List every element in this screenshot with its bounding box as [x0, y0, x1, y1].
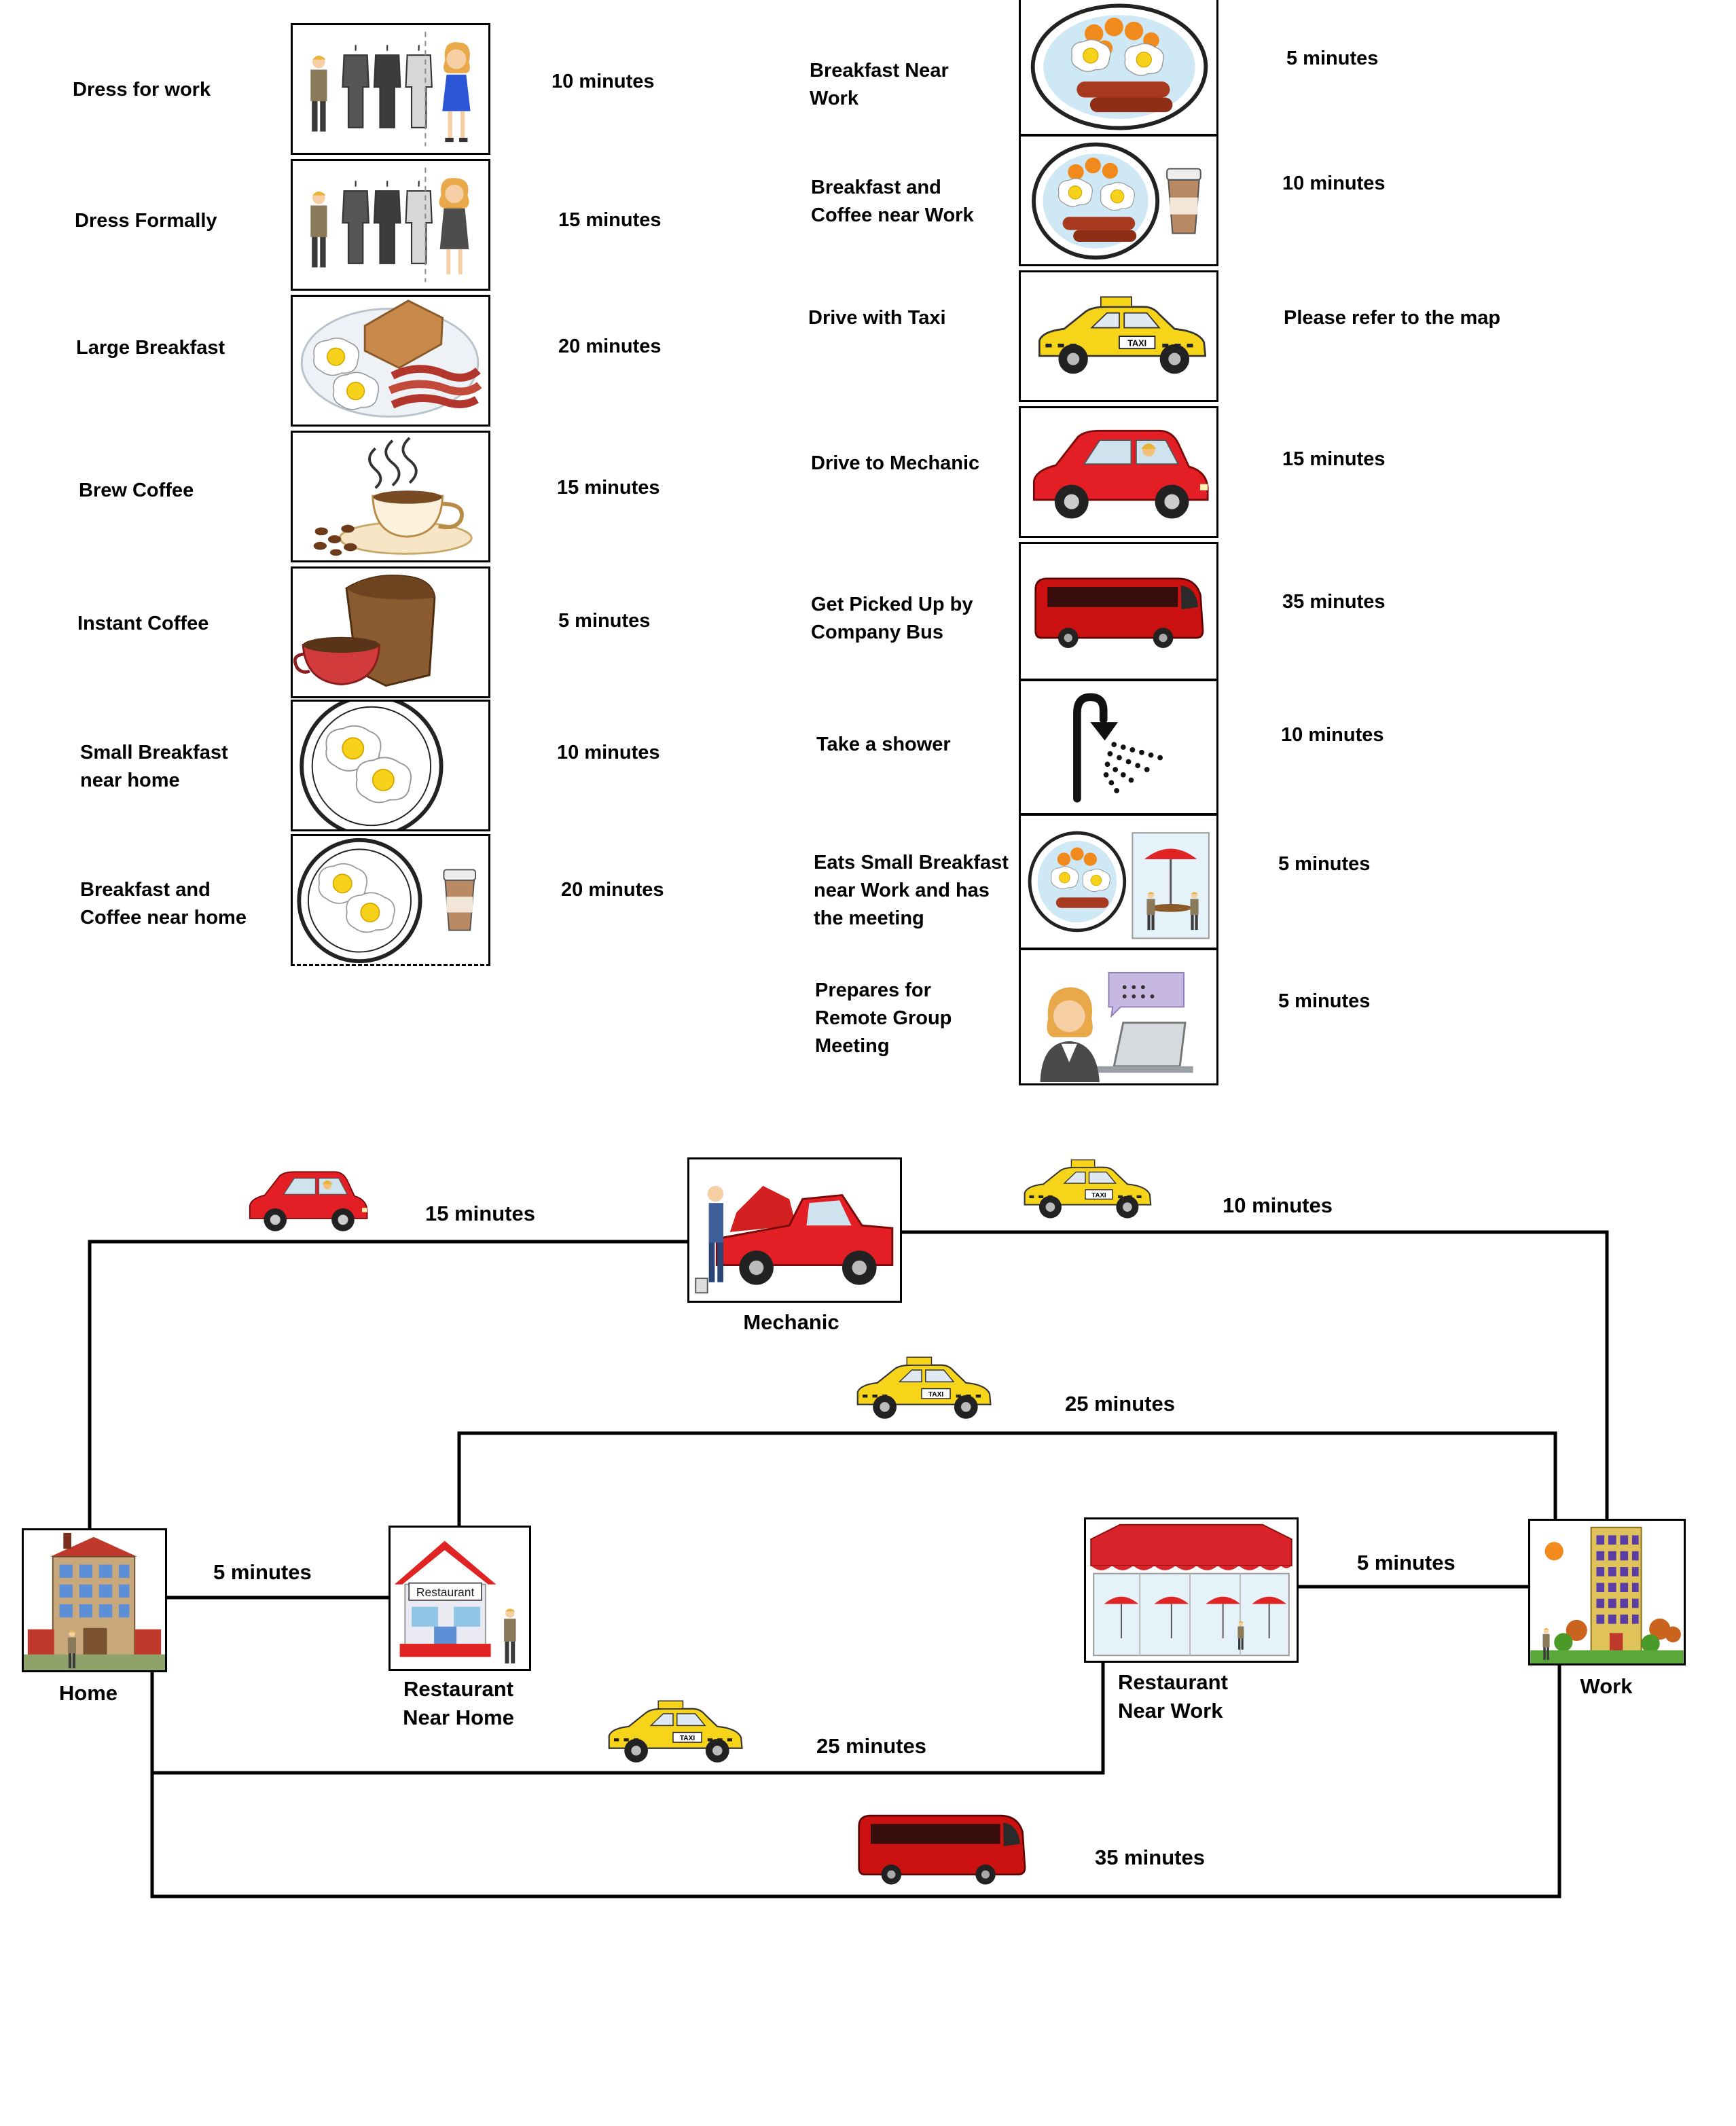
activity-duration: 5 minutes	[1286, 48, 1379, 69]
taxi-route-icon	[1005, 1153, 1165, 1228]
activity-duration: 15 minutes	[558, 209, 662, 231]
home-node	[22, 1528, 167, 1672]
breakfast-coffee-work-icon	[1019, 134, 1218, 266]
work-label: Work	[1580, 1674, 1633, 1698]
activity-label: Small Breakfast near home	[80, 742, 228, 791]
route-duration: 5 minutes	[213, 1560, 312, 1584]
home-label: Home	[58, 1681, 118, 1705]
shower-icon	[1019, 679, 1218, 815]
remote-meeting-icon	[1019, 948, 1218, 1085]
activity-duration: 5 minutes	[1278, 853, 1371, 875]
dress-formally-icon	[291, 159, 490, 291]
large-breakfast-icon	[291, 295, 490, 427]
activity-label: Dress for work	[73, 79, 211, 101]
activity-label: Take a shower	[816, 734, 951, 755]
restaurant-near-work-label: Restaurant Near Work	[1118, 1670, 1228, 1723]
activity-duration: 10 minutes	[551, 71, 655, 92]
activity-duration: 10 minutes	[1281, 724, 1384, 746]
activity-duration: 15 minutes	[1282, 448, 1386, 470]
activity-label: Large Breakfast	[76, 337, 225, 359]
route-duration: 10 minutes	[1223, 1193, 1333, 1217]
activity-duration: 10 minutes	[557, 742, 660, 763]
work-node	[1528, 1519, 1686, 1665]
mechanic-node	[687, 1157, 902, 1303]
taxi-route-icon	[839, 1350, 1004, 1429]
taxi-icon	[1019, 270, 1218, 402]
activity-label: Get Picked Up by Company Bus	[811, 594, 973, 643]
activity-duration: 15 minutes	[557, 477, 660, 499]
red-car-icon	[1019, 406, 1218, 538]
activity-label: Brew Coffee	[79, 480, 194, 501]
small-breakfast-icon	[291, 700, 490, 831]
activity-duration: 5 minutes	[1278, 990, 1371, 1012]
restaurant-near-work-node	[1084, 1517, 1299, 1663]
activity-label: Breakfast Near Work	[810, 60, 949, 109]
route-duration: 5 minutes	[1357, 1551, 1455, 1574]
activity-duration: 35 minutes	[1282, 591, 1386, 613]
activity-label: Breakfast and Coffee near Work	[811, 177, 974, 226]
car-route-icon	[242, 1166, 372, 1238]
activity-label: Breakfast and Coffee near home	[80, 879, 247, 929]
activity-duration: 5 minutes	[558, 610, 651, 632]
activity-label: Prepares for Remote Group Meeting	[815, 979, 952, 1057]
route-duration: 25 minutes	[1065, 1392, 1175, 1416]
brew-coffee-icon	[291, 431, 490, 562]
route-duration: 25 minutes	[816, 1734, 926, 1758]
route-duration: 15 minutes	[425, 1202, 535, 1225]
activity-duration: 20 minutes	[561, 879, 664, 901]
mechanic-label: Mechanic	[743, 1310, 839, 1334]
dress-for-work-icon	[291, 23, 490, 155]
breakfast-near-work-icon	[1019, 0, 1218, 136]
activity-label: Dress Formally	[75, 210, 217, 232]
restaurant-near-home-node: Restaurant	[388, 1526, 531, 1671]
activity-label: Instant Coffee	[77, 613, 209, 634]
restaurant-near-home-label: Restaurant Near Home	[403, 1677, 514, 1729]
instant-coffee-icon	[291, 566, 490, 698]
activity-duration: 10 minutes	[1282, 173, 1386, 194]
restaurant-sign: Restaurant	[416, 1585, 475, 1599]
activity-label: Drive with Taxi	[808, 307, 946, 329]
breakfast-coffee-icon	[291, 834, 490, 966]
bus-route-icon	[853, 1807, 1030, 1887]
route-duration: 35 minutes	[1095, 1845, 1205, 1869]
activity-label: Drive to Mechanic	[811, 452, 980, 474]
activity-duration: 20 minutes	[558, 336, 662, 357]
bus-icon	[1019, 542, 1218, 681]
activity-label: Eats Small Breakfast near Work and has t…	[814, 852, 1009, 929]
taxi-route-icon	[591, 1694, 755, 1773]
activity-duration: Please refer to the map	[1284, 307, 1501, 329]
